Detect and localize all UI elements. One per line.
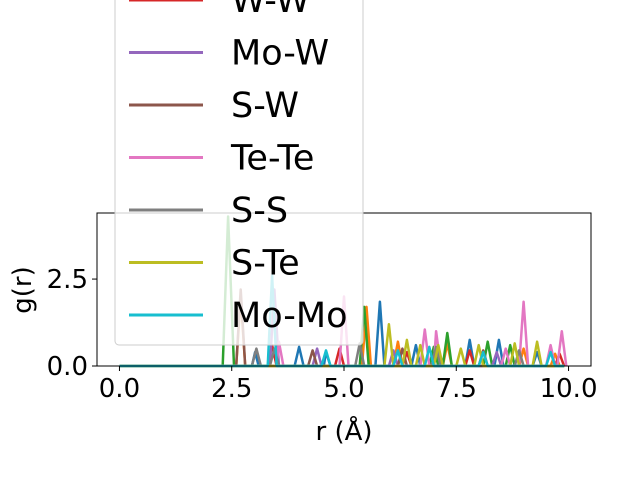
legend-label: W-W: [231, 0, 310, 21]
legend-label: S-W: [231, 86, 299, 126]
y-axis-label: g(r): [8, 266, 38, 313]
legend-label: S-S: [231, 191, 288, 231]
legend-label: Te-Te: [230, 139, 314, 179]
legend-label: Mo-W: [231, 34, 329, 74]
x-tick-label: 5.0: [323, 374, 364, 404]
legend: W-W Mo-W S-W Te-Te S-S S-Te Mo-Mo: [114, 0, 364, 346]
axis-ticks: 0.0 2.5 5.0 7.5 10.0 0.0 2.5: [47, 265, 598, 404]
legend-label: S-Te: [231, 244, 300, 284]
x-tick-label: 2.5: [211, 374, 252, 404]
x-tick-label: 0.0: [99, 374, 140, 404]
x-tick-label: 7.5: [436, 374, 477, 404]
legend-label: Mo-Mo: [231, 296, 348, 336]
legend-frame: [114, 0, 364, 346]
y-tick-label: 2.5: [47, 265, 88, 295]
y-tick-label: 0.0: [47, 352, 88, 382]
x-axis-label: r (Å): [315, 415, 372, 447]
x-tick-label: 10.0: [540, 374, 598, 404]
